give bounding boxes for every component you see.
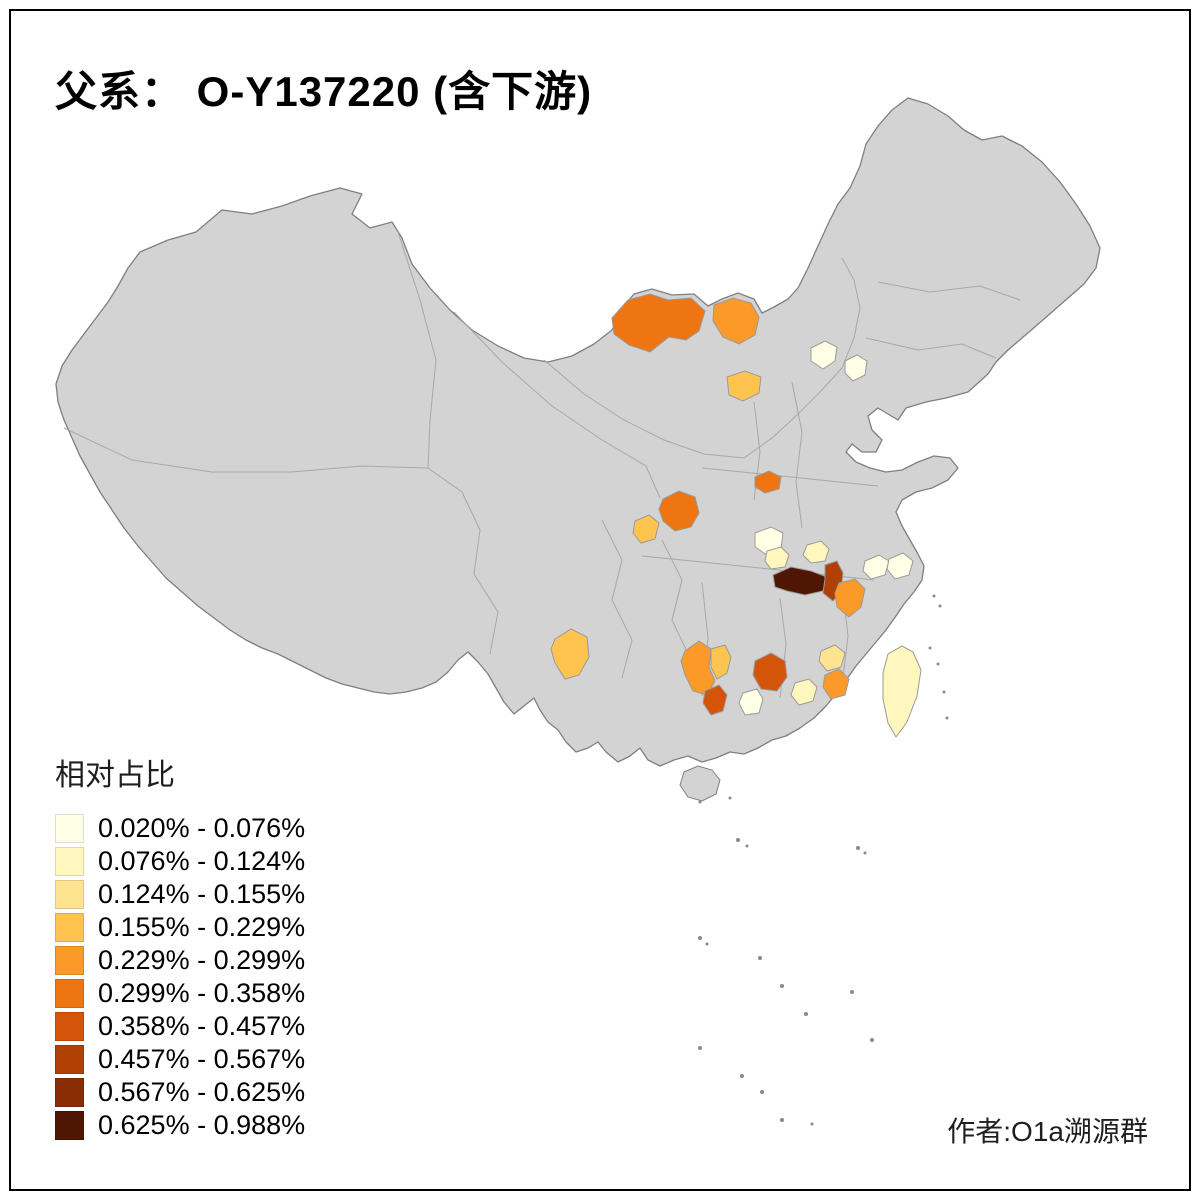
legend-row: 0.076% - 0.124% (55, 845, 305, 878)
legend-label: 0.020% - 0.076% (98, 813, 306, 843)
map-region (802, 540, 830, 564)
legend-rows: 0.020% - 0.076% 0.076% - 0.124% 0.124% - 0… (55, 812, 305, 1142)
author-credit: 作者:O1a溯源群 (947, 1116, 1148, 1147)
map-region (752, 652, 788, 692)
legend-swatch (55, 946, 84, 975)
map-region (611, 293, 706, 353)
map-region (738, 688, 764, 716)
map-region (886, 552, 914, 580)
map-region (818, 644, 846, 672)
legend: 相对占比 0.020% - 0.076% 0.076% - 0.124% 0.124… (55, 750, 305, 1142)
map-region (726, 370, 762, 402)
province-borders (63, 231, 1021, 699)
legend-label: 0.358% - 0.457% (98, 1011, 306, 1041)
legend-swatch (55, 847, 84, 876)
legend-row: 0.020% - 0.076% (55, 812, 305, 845)
legend-swatch (55, 913, 84, 942)
map-region (810, 340, 838, 370)
map-region-taiwan (882, 645, 922, 738)
legend-swatch (55, 1012, 84, 1041)
legend-row: 0.567% - 0.625% (55, 1076, 305, 1109)
map-regions (550, 293, 922, 738)
south-china-sea-islands (698, 594, 949, 1126)
map-region (754, 470, 782, 494)
map-region (702, 684, 728, 716)
legend-label: 0.625% - 0.988% (98, 1110, 306, 1140)
legend-row: 0.124% - 0.155% (55, 878, 305, 911)
legend-swatch (55, 814, 84, 843)
legend-label: 0.567% - 0.625% (98, 1077, 306, 1107)
legend-label: 0.299% - 0.358% (98, 978, 306, 1008)
map-region (764, 546, 790, 570)
page-title: 父系： O-Y137220 (含下游) (55, 68, 593, 115)
legend-row: 0.229% - 0.299% (55, 944, 305, 977)
map-region (632, 514, 660, 544)
legend-label: 0.124% - 0.155% (98, 879, 306, 909)
legend-swatch (55, 979, 84, 1008)
legend-row: 0.299% - 0.358% (55, 977, 305, 1010)
legend-label: 0.229% - 0.299% (98, 945, 306, 975)
legend-swatch (55, 1078, 84, 1107)
map-region (712, 297, 760, 345)
legend-label: 0.457% - 0.567% (98, 1044, 306, 1074)
map-region (834, 578, 866, 618)
legend-title: 相对占比 (55, 759, 175, 792)
map-region (844, 354, 868, 382)
legend-row: 0.625% - 0.988% (55, 1109, 305, 1142)
hainan-island (679, 765, 721, 802)
map-region (822, 668, 850, 700)
map-region (658, 490, 700, 532)
map-region (550, 628, 590, 680)
legend-swatch (55, 1111, 84, 1140)
map-region (862, 554, 890, 580)
legend-row: 0.155% - 0.229% (55, 911, 305, 944)
legend-swatch (55, 1045, 84, 1074)
legend-label: 0.076% - 0.124% (98, 846, 306, 876)
legend-label: 0.155% - 0.229% (98, 912, 306, 942)
legend-row: 0.457% - 0.567% (55, 1043, 305, 1076)
map-region (790, 678, 818, 706)
map-region (710, 644, 732, 680)
legend-swatch (55, 880, 84, 909)
legend-row: 0.358% - 0.457% (55, 1010, 305, 1043)
